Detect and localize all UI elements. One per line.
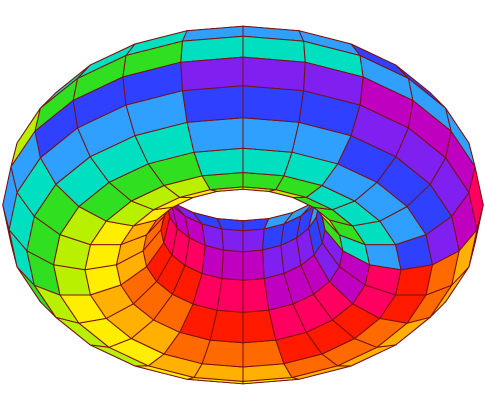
torus-face	[243, 229, 264, 252]
torus-face	[243, 148, 292, 176]
torus-face	[243, 118, 299, 153]
torus-scene	[0, 0, 485, 419]
torus-face	[194, 148, 243, 176]
torus-face	[243, 57, 305, 91]
torus-face	[202, 245, 223, 278]
torus-face	[263, 245, 284, 278]
torus-face	[243, 250, 264, 280]
page: (() => { const data = JSON.parse(documen…	[0, 0, 485, 419]
torus-face	[222, 250, 243, 280]
torus-face	[183, 86, 244, 123]
torus-face	[181, 57, 243, 91]
torus-face	[243, 86, 304, 123]
torus-face	[187, 118, 243, 153]
torus-face	[222, 229, 243, 252]
